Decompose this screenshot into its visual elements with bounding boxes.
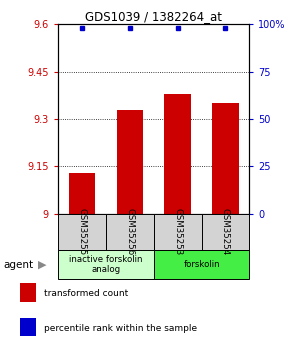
Text: agent: agent	[3, 260, 33, 270]
Bar	[20, 318, 36, 336]
Bar	[212, 103, 239, 214]
Text: percentile rank within the sample: percentile rank within the sample	[44, 324, 197, 333]
Bar	[154, 214, 202, 250]
Text: inactive forskolin
analog: inactive forskolin analog	[69, 255, 143, 274]
Bar	[106, 214, 154, 250]
Text: GSM35256: GSM35256	[125, 208, 134, 256]
Text: GSM35253: GSM35253	[173, 208, 182, 256]
Bar	[69, 173, 95, 214]
Text: ▶: ▶	[38, 260, 46, 270]
Text: forskolin: forskolin	[183, 260, 220, 269]
Bar	[20, 283, 36, 302]
Text: GSM35254: GSM35254	[221, 208, 230, 256]
Text: transformed count: transformed count	[44, 289, 128, 298]
Bar	[154, 250, 249, 279]
Bar	[58, 250, 154, 279]
Title: GDS1039 / 1382264_at: GDS1039 / 1382264_at	[85, 10, 222, 23]
Text: GSM35255: GSM35255	[77, 208, 86, 256]
Bar	[164, 94, 191, 214]
Bar	[58, 214, 106, 250]
Bar	[202, 214, 249, 250]
Bar	[117, 110, 143, 214]
